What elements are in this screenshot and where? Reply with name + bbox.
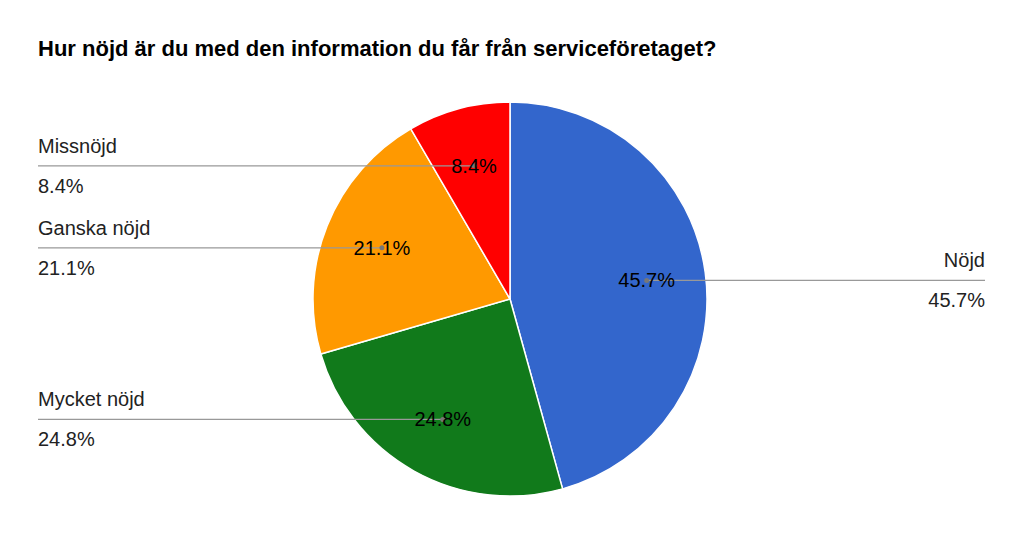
slice-value: 21.1% bbox=[38, 257, 95, 279]
leader-line bbox=[38, 247, 382, 248]
slice-value: 45.7% bbox=[928, 289, 985, 311]
slice-name: Mycket nöjd bbox=[38, 388, 145, 410]
data-label: 8.4% bbox=[451, 155, 497, 177]
slice-value: 8.4% bbox=[38, 175, 84, 197]
chart-container: Hur nöjd är du med den information du få… bbox=[0, 0, 1024, 542]
slice-name: Ganska nöjd bbox=[38, 217, 150, 239]
leader-line bbox=[38, 165, 474, 166]
pie bbox=[313, 102, 707, 496]
labels: Nöjd 45.7% 45.7% Mycket nöjd 24.8% 24.8% Gansk… bbox=[38, 135, 985, 451]
slice-name: Nöjd bbox=[944, 249, 985, 271]
chart-title: Hur nöjd är du med den information du få… bbox=[38, 36, 716, 61]
leader-line bbox=[647, 280, 985, 281]
data-label: 21.1% bbox=[354, 237, 411, 259]
leader-line bbox=[38, 419, 443, 420]
background bbox=[0, 0, 1024, 542]
pie-slice bbox=[411, 102, 510, 299]
chart-svg: Hur nöjd är du med den information du få… bbox=[0, 0, 1024, 542]
data-label: 45.7% bbox=[618, 269, 675, 291]
slice-value: 24.8% bbox=[38, 428, 95, 450]
data-label: 24.8% bbox=[414, 408, 471, 430]
slice-name: Missnöjd bbox=[38, 135, 117, 157]
